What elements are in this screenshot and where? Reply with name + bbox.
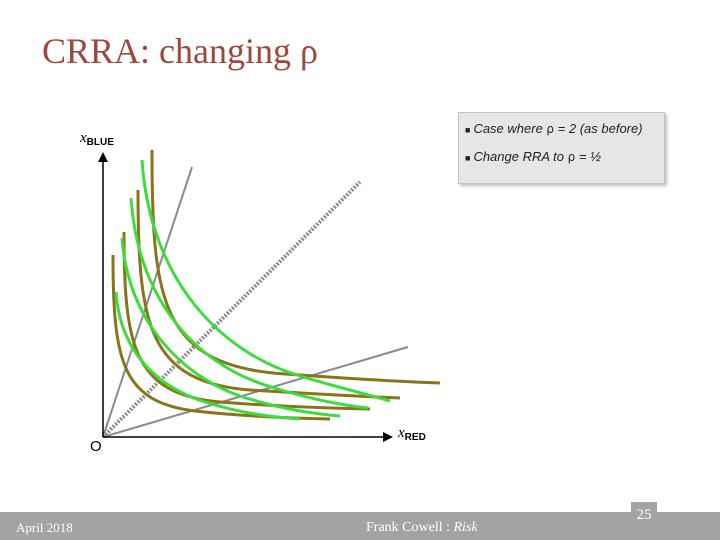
y-axis-label-sub: BLUE — [86, 137, 114, 148]
legend-item-2-prefix: Change RRA to — [473, 149, 568, 164]
legend-item-rho-2: ■ Case where ρ = 2 (as before) — [465, 121, 643, 136]
ray-shallow — [102, 346, 409, 438]
olive-curve-2 — [136, 189, 401, 400]
legend-item-2-suffix: = ½ — [575, 149, 601, 164]
y-axis-arrow-icon — [98, 152, 108, 162]
footer-bar: April 2018 Frank Cowell : Risk 25 — [0, 502, 720, 540]
olive-curve-1 — [150, 149, 441, 385]
x-axis-label: xRED — [398, 425, 426, 443]
x-axis-label-x: x — [398, 425, 405, 441]
page-number: 25 — [631, 502, 657, 528]
footer-author-course: Frank Cowell : Risk — [366, 520, 478, 536]
green-curve-1 — [140, 159, 391, 403]
rho-symbol: ρ — [546, 122, 555, 136]
ray-steep — [102, 166, 193, 438]
rho-symbol: ρ — [567, 150, 576, 164]
y-axis-label-x: x — [80, 130, 87, 146]
green-curve-2 — [129, 197, 369, 410]
legend-item-1-suffix: = 2 (as before) — [554, 121, 643, 136]
footer-date: April 2018 — [16, 520, 73, 535]
green-curve-3 — [120, 237, 341, 418]
bullet-icon: ■ — [465, 125, 471, 135]
legend-item-rho-half: ■ Change RRA to ρ = ½ — [465, 149, 601, 164]
footer-author: Frank Cowell : — [366, 520, 454, 535]
slide-title: CRRA: changing ρ — [42, 31, 318, 71]
y-axis-label: xBLUE — [80, 130, 114, 148]
olive-curve-3 — [122, 231, 371, 411]
legend-item-1-prefix: Case where — [473, 121, 547, 136]
bullet-icon: ■ — [465, 153, 471, 163]
legend-box: ■ Case where ρ = 2 (as before) ■ Change RR… — [458, 112, 665, 184]
x-axis-arrow-icon — [383, 432, 393, 442]
diagram-canvas — [98, 149, 441, 442]
origin-label: O — [90, 438, 102, 455]
footer-course: Risk — [453, 520, 478, 535]
x-axis-label-sub: RED — [404, 432, 426, 443]
green-curve-4 — [114, 291, 301, 421]
